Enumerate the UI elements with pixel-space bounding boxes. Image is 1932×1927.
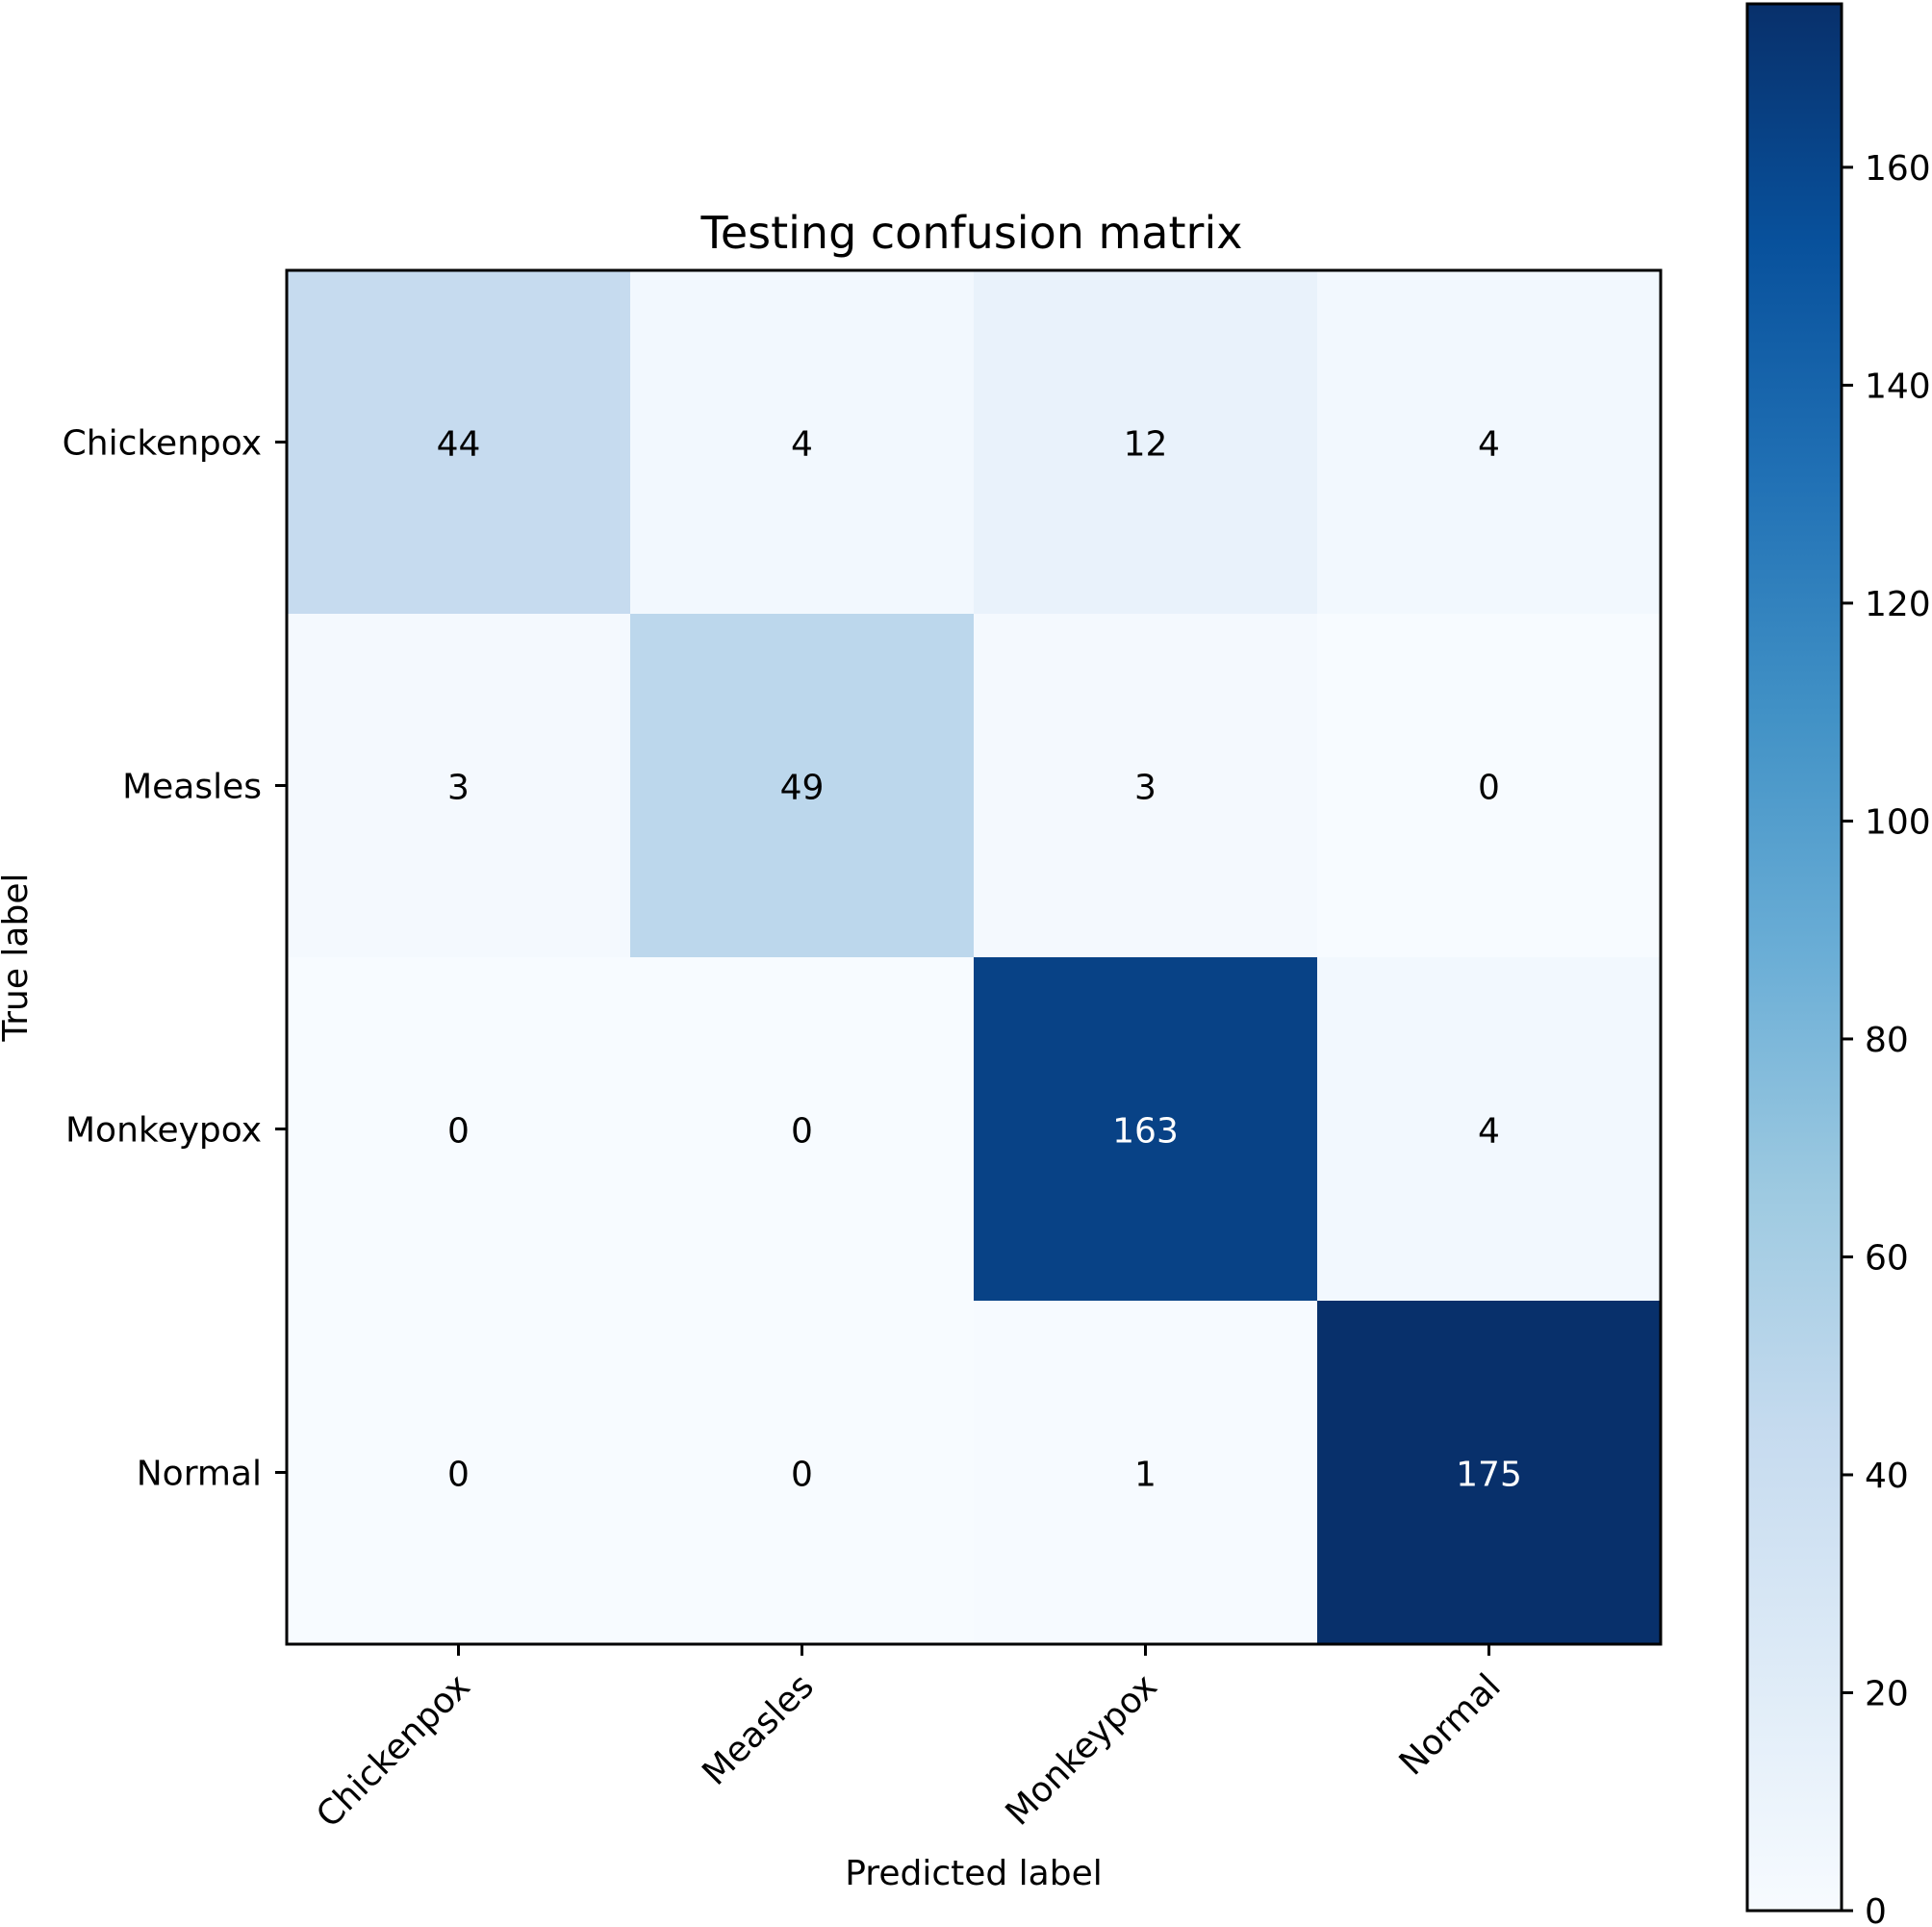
colorbar-tick-label: 60 (1865, 1238, 1909, 1278)
matrix-cell-3-2 (974, 1301, 1318, 1645)
cell-value-3-3: 175 (1456, 1456, 1522, 1495)
colorbar-ticks: 0 20 40 60 80 100 120 140 160 (1842, 149, 1931, 1927)
y-axis: Chickenpox Measles Monkeypox Normal (63, 424, 287, 1494)
y-axis-label: True label (0, 874, 36, 1043)
colorbar-tick-label: 20 (1865, 1674, 1909, 1713)
cell-value-3-1: 0 (791, 1456, 813, 1495)
matrix-cell-3-3 (1317, 1301, 1662, 1645)
colorbar (1745, 2, 1843, 1913)
colorbar-tick-label: 80 (1865, 1021, 1909, 1060)
x-axis: Chickenpox Measles Monkeypox Normal (309, 1644, 1509, 1836)
colorbar-tick-label: 0 (1865, 1892, 1887, 1927)
matrix-cell-0-2 (974, 270, 1318, 615)
x-tick-label: Monkeypox (999, 1666, 1165, 1833)
matrix-cell-0-3 (1317, 270, 1662, 615)
y-tick-label: Normal (137, 1455, 262, 1494)
y-tick-label: Measles (122, 768, 262, 807)
cell-value-2-0: 0 (447, 1112, 470, 1152)
matrix-cells (287, 270, 1662, 1645)
colorbar-tick-label: 120 (1865, 585, 1931, 624)
matrix-cell-1-3 (1317, 614, 1662, 958)
matrix-cell-2-3 (1317, 957, 1662, 1302)
matrix-cell-3-1 (630, 1301, 975, 1645)
colorbar-tick-label: 140 (1865, 367, 1931, 406)
cell-value-1-3: 0 (1478, 769, 1500, 808)
cell-value-2-3: 4 (1478, 1112, 1500, 1152)
cell-value-0-2: 12 (1124, 425, 1168, 465)
x-tick-label: Chickenpox (309, 1666, 478, 1836)
cell-value-3-0: 0 (447, 1456, 470, 1495)
cell-value-0-0: 44 (437, 425, 481, 465)
matrix-cell-labels: 44 4 12 43 49 3 00 0 163 40 0 1 175 (437, 425, 1522, 1495)
matrix-cell-2-1 (630, 957, 975, 1302)
colorbar-tick-label: 40 (1865, 1457, 1909, 1496)
cell-value-1-2: 3 (1134, 769, 1157, 808)
colorbar-tick-label: 160 (1865, 149, 1931, 189)
matrix-cell-1-1 (630, 614, 975, 958)
cell-value-2-2: 163 (1112, 1112, 1179, 1152)
cell-value-0-1: 4 (791, 425, 813, 465)
x-tick-label: Measles (695, 1666, 821, 1792)
matrix-cell-1-2 (974, 614, 1318, 958)
cell-value-3-2: 1 (1134, 1456, 1157, 1495)
matrix-cell-2-2 (974, 957, 1318, 1302)
y-tick-label: Chickenpox (63, 424, 262, 464)
y-tick-label: Monkeypox (65, 1111, 262, 1151)
matrix-cell-0-0 (287, 270, 631, 615)
cell-value-1-1: 49 (780, 769, 825, 808)
x-tick-label: Normal (1392, 1666, 1509, 1783)
matrix-cell-3-0 (287, 1301, 631, 1645)
x-axis-label: Predicted label (845, 1854, 1103, 1893)
cell-value-2-1: 0 (791, 1112, 813, 1152)
cell-value-1-0: 3 (447, 769, 470, 808)
colorbar-tick-label: 100 (1865, 802, 1931, 842)
plot-frame (285, 268, 1663, 1646)
matrix-cell-0-1 (630, 270, 975, 615)
cell-value-0-3: 4 (1478, 425, 1500, 465)
chart-title: Testing confusion matrix (700, 207, 1243, 259)
matrix-cell-1-0 (287, 614, 631, 958)
matrix-cell-2-0 (287, 957, 631, 1302)
